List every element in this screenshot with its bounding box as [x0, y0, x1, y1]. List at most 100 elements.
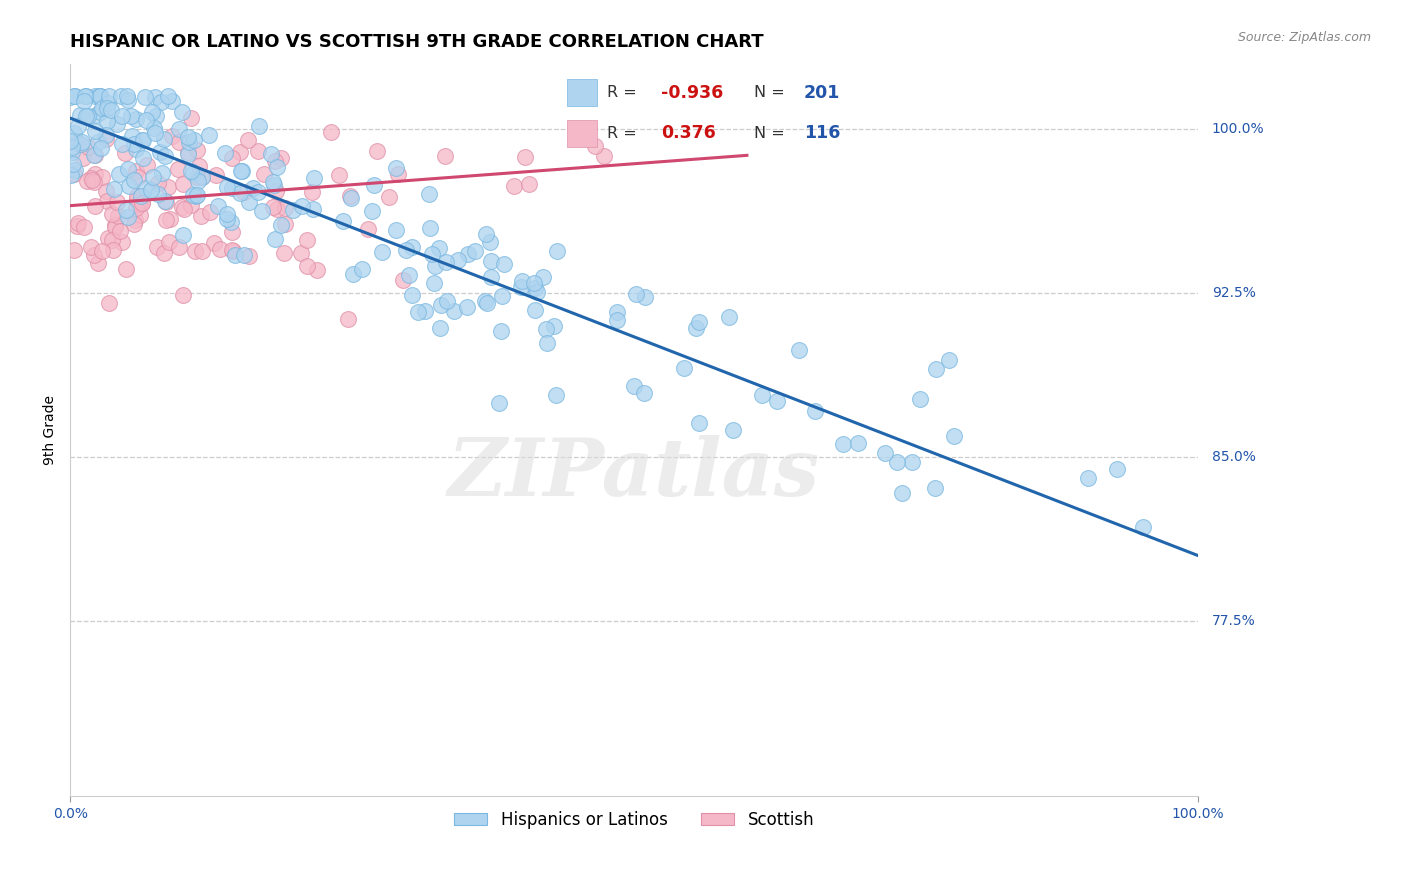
Point [274, 217, 297, 231]
Point [423, 277, 446, 291]
Point [191, 169, 214, 184]
Point [103, 182, 125, 196]
Point [202, 236, 225, 251]
Point [385, 223, 408, 237]
Point [387, 167, 409, 181]
Point [107, 209, 129, 223]
Point [434, 255, 457, 269]
Point [90, 170, 112, 185]
Point [908, 392, 931, 407]
Point [80, 171, 103, 186]
Point [546, 388, 568, 402]
Point [77, 140, 100, 154]
Point [434, 149, 457, 163]
Point [173, 202, 195, 216]
Point [479, 253, 502, 268]
Point [1077, 471, 1099, 485]
Point [233, 248, 256, 262]
Point [108, 224, 131, 238]
Point [142, 169, 165, 184]
Point [73, 219, 96, 234]
Point [890, 486, 912, 500]
Point [98, 296, 121, 310]
Point [69, 108, 91, 122]
Point [172, 177, 194, 191]
Point [901, 455, 924, 469]
Point [263, 178, 285, 193]
Point [135, 112, 157, 127]
Point [392, 273, 415, 287]
Point [266, 202, 288, 216]
Point [186, 170, 208, 185]
Point [148, 186, 170, 201]
Text: ZIPatlas: ZIPatlas [449, 435, 820, 513]
Point [59, 168, 82, 182]
Point [117, 210, 139, 224]
Point [401, 288, 423, 302]
Point [304, 171, 326, 186]
Point [1132, 520, 1154, 534]
Point [531, 269, 554, 284]
Point [215, 212, 238, 227]
Point [264, 153, 287, 168]
Point [155, 213, 177, 227]
Point [401, 240, 423, 254]
Point [76, 109, 98, 123]
Point [475, 227, 498, 242]
Point [97, 231, 120, 245]
Point [546, 244, 568, 258]
Point [67, 120, 90, 134]
Point [803, 404, 825, 418]
Point [479, 270, 502, 285]
Point [523, 281, 546, 295]
Point [328, 168, 350, 182]
Point [136, 158, 159, 172]
Point [219, 215, 242, 229]
Point [127, 193, 149, 207]
Point [89, 89, 111, 103]
Point [124, 112, 146, 127]
Point [66, 216, 89, 230]
Point [177, 135, 200, 149]
Point [87, 256, 110, 270]
Point [167, 161, 190, 176]
Point [250, 203, 273, 218]
Point [134, 89, 156, 103]
Point [75, 89, 97, 103]
Point [83, 148, 105, 162]
Point [479, 235, 502, 249]
Point [209, 242, 232, 256]
Point [238, 249, 260, 263]
Point [111, 109, 134, 123]
Point [232, 185, 254, 199]
Point [281, 202, 304, 217]
Point [489, 325, 512, 339]
Point [167, 135, 190, 149]
Point [60, 145, 83, 159]
Point [513, 150, 536, 164]
Point [214, 146, 236, 161]
Point [340, 192, 363, 206]
Point [231, 163, 253, 178]
Point [73, 95, 96, 109]
Point [307, 263, 329, 277]
Point [167, 121, 190, 136]
Point [122, 218, 145, 232]
Point [125, 201, 148, 215]
Point [526, 285, 548, 299]
Point [143, 90, 166, 104]
Point [634, 290, 657, 304]
Point [925, 361, 948, 376]
Point [395, 244, 418, 258]
Point [176, 146, 198, 161]
Point [183, 244, 205, 258]
Point [488, 395, 510, 409]
Point [111, 136, 134, 151]
Point [583, 139, 606, 153]
Point [187, 159, 209, 173]
Point [221, 225, 243, 239]
Point [170, 200, 193, 214]
Point [127, 170, 149, 185]
Point [1105, 461, 1128, 475]
Point [114, 146, 136, 161]
